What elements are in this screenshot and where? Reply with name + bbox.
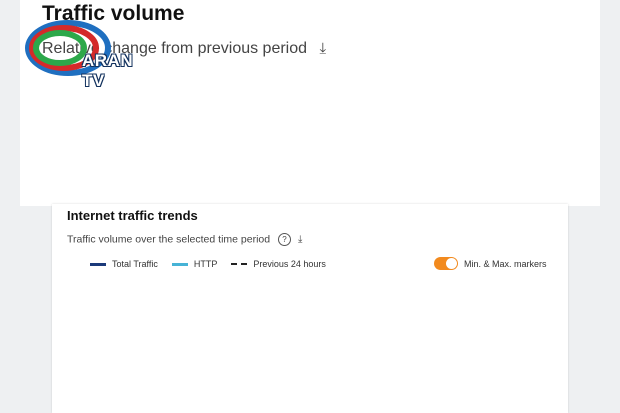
- help-icon[interactable]: ?: [278, 233, 292, 246]
- legend-swatch-total: [90, 262, 106, 266]
- legend-label-previous: Previous 24 hours: [253, 259, 326, 269]
- download-icon[interactable]: ⤓: [297, 234, 303, 246]
- traffic-volume-panel: Traffic volume Relative change from prev…: [20, 0, 600, 206]
- internet-traffic-trends-subtitle-text: Traffic volume over the selected time pe…: [67, 233, 271, 246]
- legend-item-http[interactable]: HTTP: [171, 259, 218, 269]
- legend-label-total: Total Traffic: [112, 259, 158, 269]
- toggle-knob: [446, 258, 457, 269]
- min-max-markers-toggle[interactable]: [434, 257, 458, 270]
- traffic-volume-title: Traffic volume: [42, 2, 185, 25]
- legend-item-previous-24-hours[interactable]: Previous 24 hours: [231, 259, 326, 269]
- chart-legend: Total Traffic HTTP Previous 24 hours: [90, 259, 340, 269]
- internet-traffic-trends-subtitle: Traffic volume over the selected time pe…: [67, 233, 302, 246]
- logo-rings-icon: [25, 20, 111, 76]
- legend-item-total-traffic[interactable]: Total Traffic: [90, 259, 158, 269]
- min-max-markers-control: Min. & Max. markers: [434, 257, 547, 270]
- internet-traffic-trends-title: Internet traffic trends: [67, 208, 198, 223]
- legend-swatch-http: [171, 262, 188, 266]
- min-max-markers-label: Min. & Max. markers: [464, 258, 547, 269]
- aran-tv-logo: ARAN TV: [22, 16, 134, 90]
- legend-label-http: HTTP: [193, 259, 218, 269]
- logo-text: ARAN TV: [82, 51, 134, 90]
- internet-traffic-trends-panel: Internet traffic trends Traffic volume o…: [52, 204, 568, 413]
- legend-swatch-previous: [231, 263, 248, 265]
- download-icon[interactable]: ⤓: [319, 40, 327, 57]
